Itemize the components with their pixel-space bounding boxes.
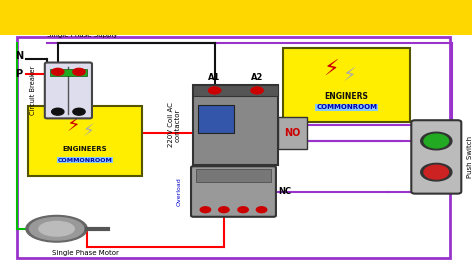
FancyBboxPatch shape: [0, 0, 472, 35]
Circle shape: [52, 108, 64, 115]
FancyBboxPatch shape: [196, 169, 271, 182]
Text: ENGINEERS: ENGINEERS: [63, 146, 107, 152]
Circle shape: [256, 207, 267, 213]
Text: Overload: Overload: [177, 177, 182, 206]
Text: Single Phase Supply: Single Phase Supply: [47, 32, 118, 38]
Text: Single Phase Motor Starter: Single Phase Motor Starter: [55, 5, 417, 29]
Text: 220V Coil AC
contactor: 220V Coil AC contactor: [168, 103, 181, 147]
FancyBboxPatch shape: [191, 166, 276, 217]
Text: ⚡: ⚡: [82, 122, 94, 140]
FancyBboxPatch shape: [283, 48, 410, 122]
Text: A2: A2: [251, 73, 263, 82]
Text: P: P: [15, 69, 22, 80]
Text: NC: NC: [278, 187, 292, 196]
Text: ⚡: ⚡: [342, 67, 356, 86]
FancyBboxPatch shape: [28, 106, 142, 176]
Ellipse shape: [26, 215, 87, 242]
Text: N: N: [15, 51, 23, 61]
FancyBboxPatch shape: [193, 85, 278, 165]
Circle shape: [73, 68, 85, 75]
Text: Circuit Breaker: Circuit Breaker: [30, 66, 36, 115]
FancyBboxPatch shape: [193, 85, 278, 96]
Text: ⚡: ⚡: [324, 60, 339, 80]
Ellipse shape: [39, 221, 74, 236]
Circle shape: [219, 207, 229, 213]
Ellipse shape: [29, 218, 84, 240]
FancyBboxPatch shape: [278, 117, 307, 149]
Circle shape: [421, 163, 452, 181]
FancyBboxPatch shape: [198, 105, 234, 133]
Circle shape: [421, 132, 452, 150]
Text: A1: A1: [209, 73, 221, 82]
Text: ENGINERS: ENGINERS: [325, 92, 369, 101]
Text: Single Phase Motor: Single Phase Motor: [52, 250, 119, 256]
Text: COMMONROOM: COMMONROOM: [57, 158, 112, 163]
Circle shape: [251, 87, 263, 94]
Circle shape: [73, 108, 85, 115]
Circle shape: [238, 207, 248, 213]
FancyBboxPatch shape: [49, 69, 87, 76]
Circle shape: [200, 207, 210, 213]
Text: NO: NO: [284, 128, 301, 138]
Text: ⚡: ⚡: [67, 116, 81, 135]
Circle shape: [424, 134, 448, 148]
FancyBboxPatch shape: [411, 120, 461, 194]
FancyBboxPatch shape: [45, 63, 92, 118]
Circle shape: [52, 68, 64, 75]
Text: COMMONROOM: COMMONROOM: [316, 105, 377, 110]
Text: Push Switch: Push Switch: [467, 136, 473, 178]
Circle shape: [424, 165, 448, 179]
Circle shape: [209, 87, 221, 94]
